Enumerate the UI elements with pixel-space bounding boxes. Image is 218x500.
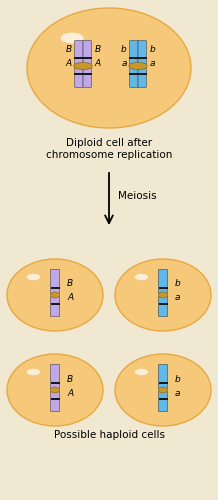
Text: a: a	[121, 58, 127, 68]
FancyBboxPatch shape	[50, 392, 60, 411]
Bar	[74, 56, 92, 59]
Text: Diploid cell after: Diploid cell after	[66, 138, 152, 148]
Ellipse shape	[51, 292, 60, 298]
Ellipse shape	[158, 292, 167, 298]
FancyBboxPatch shape	[129, 40, 138, 64]
Ellipse shape	[130, 63, 138, 69]
Text: a: a	[149, 58, 155, 68]
Ellipse shape	[27, 8, 191, 128]
FancyBboxPatch shape	[158, 364, 168, 388]
Ellipse shape	[61, 32, 83, 44]
Ellipse shape	[51, 387, 60, 393]
Bar	[129, 56, 147, 59]
FancyBboxPatch shape	[75, 40, 83, 64]
Bar	[129, 72, 147, 75]
Text: b: b	[175, 374, 181, 384]
Ellipse shape	[27, 274, 40, 280]
FancyBboxPatch shape	[158, 270, 168, 293]
Ellipse shape	[75, 63, 83, 69]
FancyBboxPatch shape	[75, 68, 83, 87]
Text: b: b	[121, 46, 127, 54]
FancyBboxPatch shape	[83, 68, 91, 87]
Text: A: A	[66, 58, 72, 68]
Text: a: a	[175, 388, 181, 398]
Text: Possible haploid cells: Possible haploid cells	[53, 430, 165, 440]
Ellipse shape	[129, 62, 147, 70]
Ellipse shape	[138, 63, 146, 69]
Text: b: b	[149, 46, 155, 54]
Text: B: B	[66, 46, 72, 54]
Text: B: B	[94, 46, 100, 54]
Ellipse shape	[27, 369, 40, 375]
Text: A: A	[67, 388, 73, 398]
Ellipse shape	[115, 259, 211, 331]
FancyBboxPatch shape	[129, 68, 138, 87]
Bar	[51, 398, 60, 400]
Text: b: b	[175, 280, 181, 288]
Ellipse shape	[83, 63, 91, 69]
Bar	[51, 286, 60, 290]
Text: a: a	[175, 294, 181, 302]
Bar	[51, 382, 60, 384]
Bar	[51, 302, 60, 306]
FancyBboxPatch shape	[138, 40, 146, 64]
Ellipse shape	[7, 354, 103, 426]
FancyBboxPatch shape	[50, 364, 60, 388]
FancyBboxPatch shape	[50, 270, 60, 293]
Ellipse shape	[135, 369, 148, 375]
Ellipse shape	[135, 274, 148, 280]
FancyBboxPatch shape	[158, 296, 168, 316]
FancyBboxPatch shape	[83, 40, 91, 64]
Text: A: A	[94, 58, 100, 68]
Ellipse shape	[158, 387, 167, 393]
Bar	[158, 382, 167, 384]
FancyBboxPatch shape	[50, 296, 60, 316]
Text: Meiosis: Meiosis	[118, 191, 157, 201]
Ellipse shape	[115, 354, 211, 426]
FancyBboxPatch shape	[158, 392, 168, 411]
Text: B: B	[67, 374, 73, 384]
Bar	[158, 286, 167, 290]
Ellipse shape	[74, 62, 92, 70]
Ellipse shape	[7, 259, 103, 331]
Bar	[74, 72, 92, 75]
Bar	[158, 398, 167, 400]
Text: chromosome replication: chromosome replication	[46, 150, 172, 160]
FancyBboxPatch shape	[138, 68, 146, 87]
Text: A: A	[67, 294, 73, 302]
Text: B: B	[67, 280, 73, 288]
Bar	[158, 302, 167, 306]
